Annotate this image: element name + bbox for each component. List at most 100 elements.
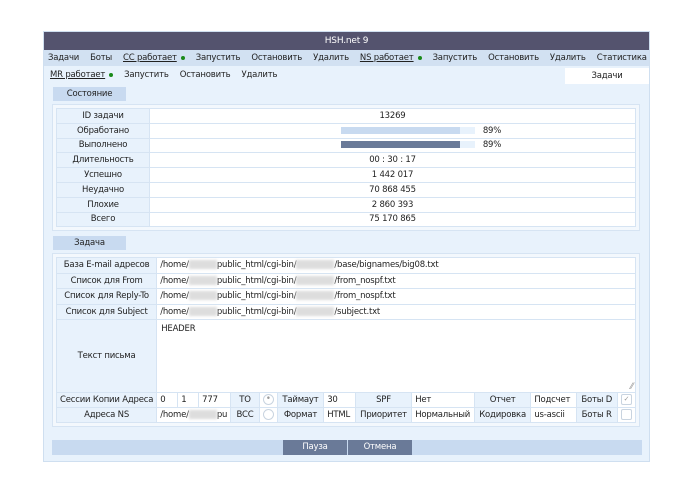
nav-tasks[interactable]: Задачи	[48, 53, 80, 63]
nav-bots[interactable]: Боты	[90, 53, 112, 63]
status-label: Выполнено	[56, 137, 150, 154]
file-path-input[interactable]: /home/public_html/cgi-bin//base/bignames…	[156, 257, 636, 274]
window-title: HSH.net 9	[44, 32, 649, 50]
status-panel: ID задачи 13269 Обработано 89% Выполнено 89% Д…	[52, 104, 640, 232]
to-label: TO	[230, 392, 260, 408]
status-value: 1 442 017	[149, 167, 636, 183]
report-select[interactable]: Подсчет	[530, 392, 577, 408]
spf-select[interactable]: Нет	[411, 392, 475, 408]
sessions-label: Сессии Копии Адреса	[55, 392, 158, 408]
redacted	[296, 306, 335, 316]
task-panel: База E-mail адресов/home/public_html/cgi…	[52, 253, 640, 427]
main-window: HSH.net 9 Задачи Боты CC работает Запуст…	[43, 31, 650, 462]
tab-task[interactable]: Задача	[53, 236, 126, 250]
status-row: Успешно 1 442 017	[56, 167, 636, 183]
bots-d-label: Боты D	[575, 392, 618, 408]
redacted	[188, 409, 217, 419]
task-table: База E-mail адресов/home/public_html/cgi…	[55, 257, 637, 423]
action-bar: Пауза Отмена	[52, 440, 642, 455]
ns-input[interactable]: /home/pu	[156, 406, 232, 423]
bots-r-label: Боты R	[575, 406, 618, 423]
file-path-input[interactable]: /home/public_html/cgi-bin//subject.txt	[156, 303, 636, 320]
nav-stats[interactable]: Статистика	[596, 53, 647, 63]
redacted	[188, 275, 217, 285]
encoding-select[interactable]: us-ascii	[530, 406, 577, 423]
status-row: Обработано 89%	[56, 122, 636, 139]
file-label: Список для Subject	[55, 303, 158, 320]
nav-ns-start[interactable]: Запустить	[432, 53, 478, 63]
mr-stop[interactable]: Остановить	[179, 70, 231, 80]
body-textarea[interactable]: HEADER ⁄⁄	[156, 319, 636, 393]
nav-cc-stop[interactable]: Остановить	[251, 53, 303, 63]
nav-ns-delete[interactable]: Удалить	[549, 53, 586, 63]
file-row: Список для Subject/home/public_html/cgi-…	[55, 303, 636, 320]
redacted	[296, 260, 335, 270]
priority-select[interactable]: Нормальный	[411, 406, 475, 423]
status-dot-icon	[180, 55, 185, 60]
status-row: Всего 75 170 865	[56, 211, 636, 228]
encoding-label: Кодировка	[473, 406, 532, 423]
sub-nav: MR работает Запустить Остановить Удалить…	[44, 66, 649, 84]
nav-cc-start[interactable]: Запустить	[195, 53, 241, 63]
mr-status[interactable]: MR работает	[50, 70, 114, 80]
bcc-radio[interactable]	[262, 409, 274, 421]
progress-cell: 89%	[149, 137, 636, 154]
redacted	[296, 291, 335, 301]
file-label: База E-mail адресов	[55, 257, 158, 274]
timeout-input[interactable]: 30	[323, 392, 356, 408]
format-select[interactable]: HTML	[323, 406, 356, 423]
status-row: Выполнено 89%	[56, 137, 636, 154]
progress-cell: 89%	[149, 122, 636, 139]
status-table: ID задачи 13269 Обработано 89% Выполнено 89% Д…	[56, 108, 636, 228]
sessions-input[interactable]: 0	[156, 392, 179, 408]
status-value: 2 860 393	[149, 196, 636, 213]
status-row: ID задачи 13269	[56, 108, 636, 124]
file-path-input[interactable]: /home/public_html/cgi-bin//from_nospf.tx…	[156, 272, 636, 289]
mr-delete[interactable]: Удалить	[241, 70, 278, 80]
status-label: Плохие	[56, 196, 150, 213]
addresses-input[interactable]: 777	[198, 392, 232, 408]
status-label: Неудачно	[56, 181, 150, 198]
status-dot-icon	[417, 55, 422, 60]
status-value: 70 868 455	[149, 181, 636, 198]
status-value: 75 170 865	[149, 211, 636, 228]
nav-ns-stop[interactable]: Остановить	[488, 53, 539, 63]
to-radio[interactable]: •	[262, 394, 274, 406]
report-label: Отчет	[473, 392, 532, 408]
file-row: Список для Reply-To/home/public_html/cgi…	[55, 288, 636, 305]
bcc-label: BCC	[230, 406, 260, 423]
bots-d-checkbox[interactable]: ✓	[620, 394, 632, 406]
status-value: 00 : 30 : 17	[149, 152, 636, 169]
redacted	[296, 275, 335, 285]
nav-ns-status[interactable]: NS работает	[360, 53, 422, 63]
main-nav: Задачи Боты CC работает Запустить Остано…	[44, 50, 649, 66]
body-label: Текст письма	[55, 319, 158, 393]
timeout-label: Таймаут	[276, 392, 325, 408]
nav-cc-delete[interactable]: Удалить	[313, 53, 349, 63]
pause-button[interactable]: Пауза	[283, 440, 347, 455]
progress-bar	[340, 126, 475, 134]
redacted	[188, 291, 217, 301]
file-row: База E-mail адресов/home/public_html/cgi…	[55, 257, 636, 274]
tab-tasks[interactable]: Задачи	[565, 68, 649, 84]
nav-cc-status[interactable]: CC работает	[123, 53, 185, 63]
status-row: Плохие 2 860 393	[56, 196, 636, 213]
status-label: ID задачи	[56, 108, 150, 124]
status-label: Обработано	[56, 122, 150, 139]
cancel-button[interactable]: Отмена	[348, 440, 412, 455]
bots-r-checkbox[interactable]	[620, 409, 632, 421]
ns-label: Адреса NS	[55, 406, 158, 423]
tab-status[interactable]: Состояние	[53, 87, 126, 101]
file-label: Список для Reply-To	[55, 288, 158, 305]
progress-bar	[340, 141, 475, 149]
copies-input[interactable]: 1	[177, 392, 200, 408]
status-row: Длительность 00 : 30 : 17	[56, 152, 636, 169]
file-row: Список для From/home/public_html/cgi-bin…	[55, 272, 636, 289]
format-label: Формат	[276, 406, 325, 423]
resize-handle-icon[interactable]: ⁄⁄	[630, 382, 634, 392]
mr-start[interactable]: Запустить	[124, 70, 169, 80]
file-path-input[interactable]: /home/public_html/cgi-bin//from_nospf.tx…	[156, 288, 636, 305]
redacted	[188, 306, 217, 316]
status-label: Всего	[56, 211, 150, 228]
status-dot-icon	[109, 72, 114, 77]
